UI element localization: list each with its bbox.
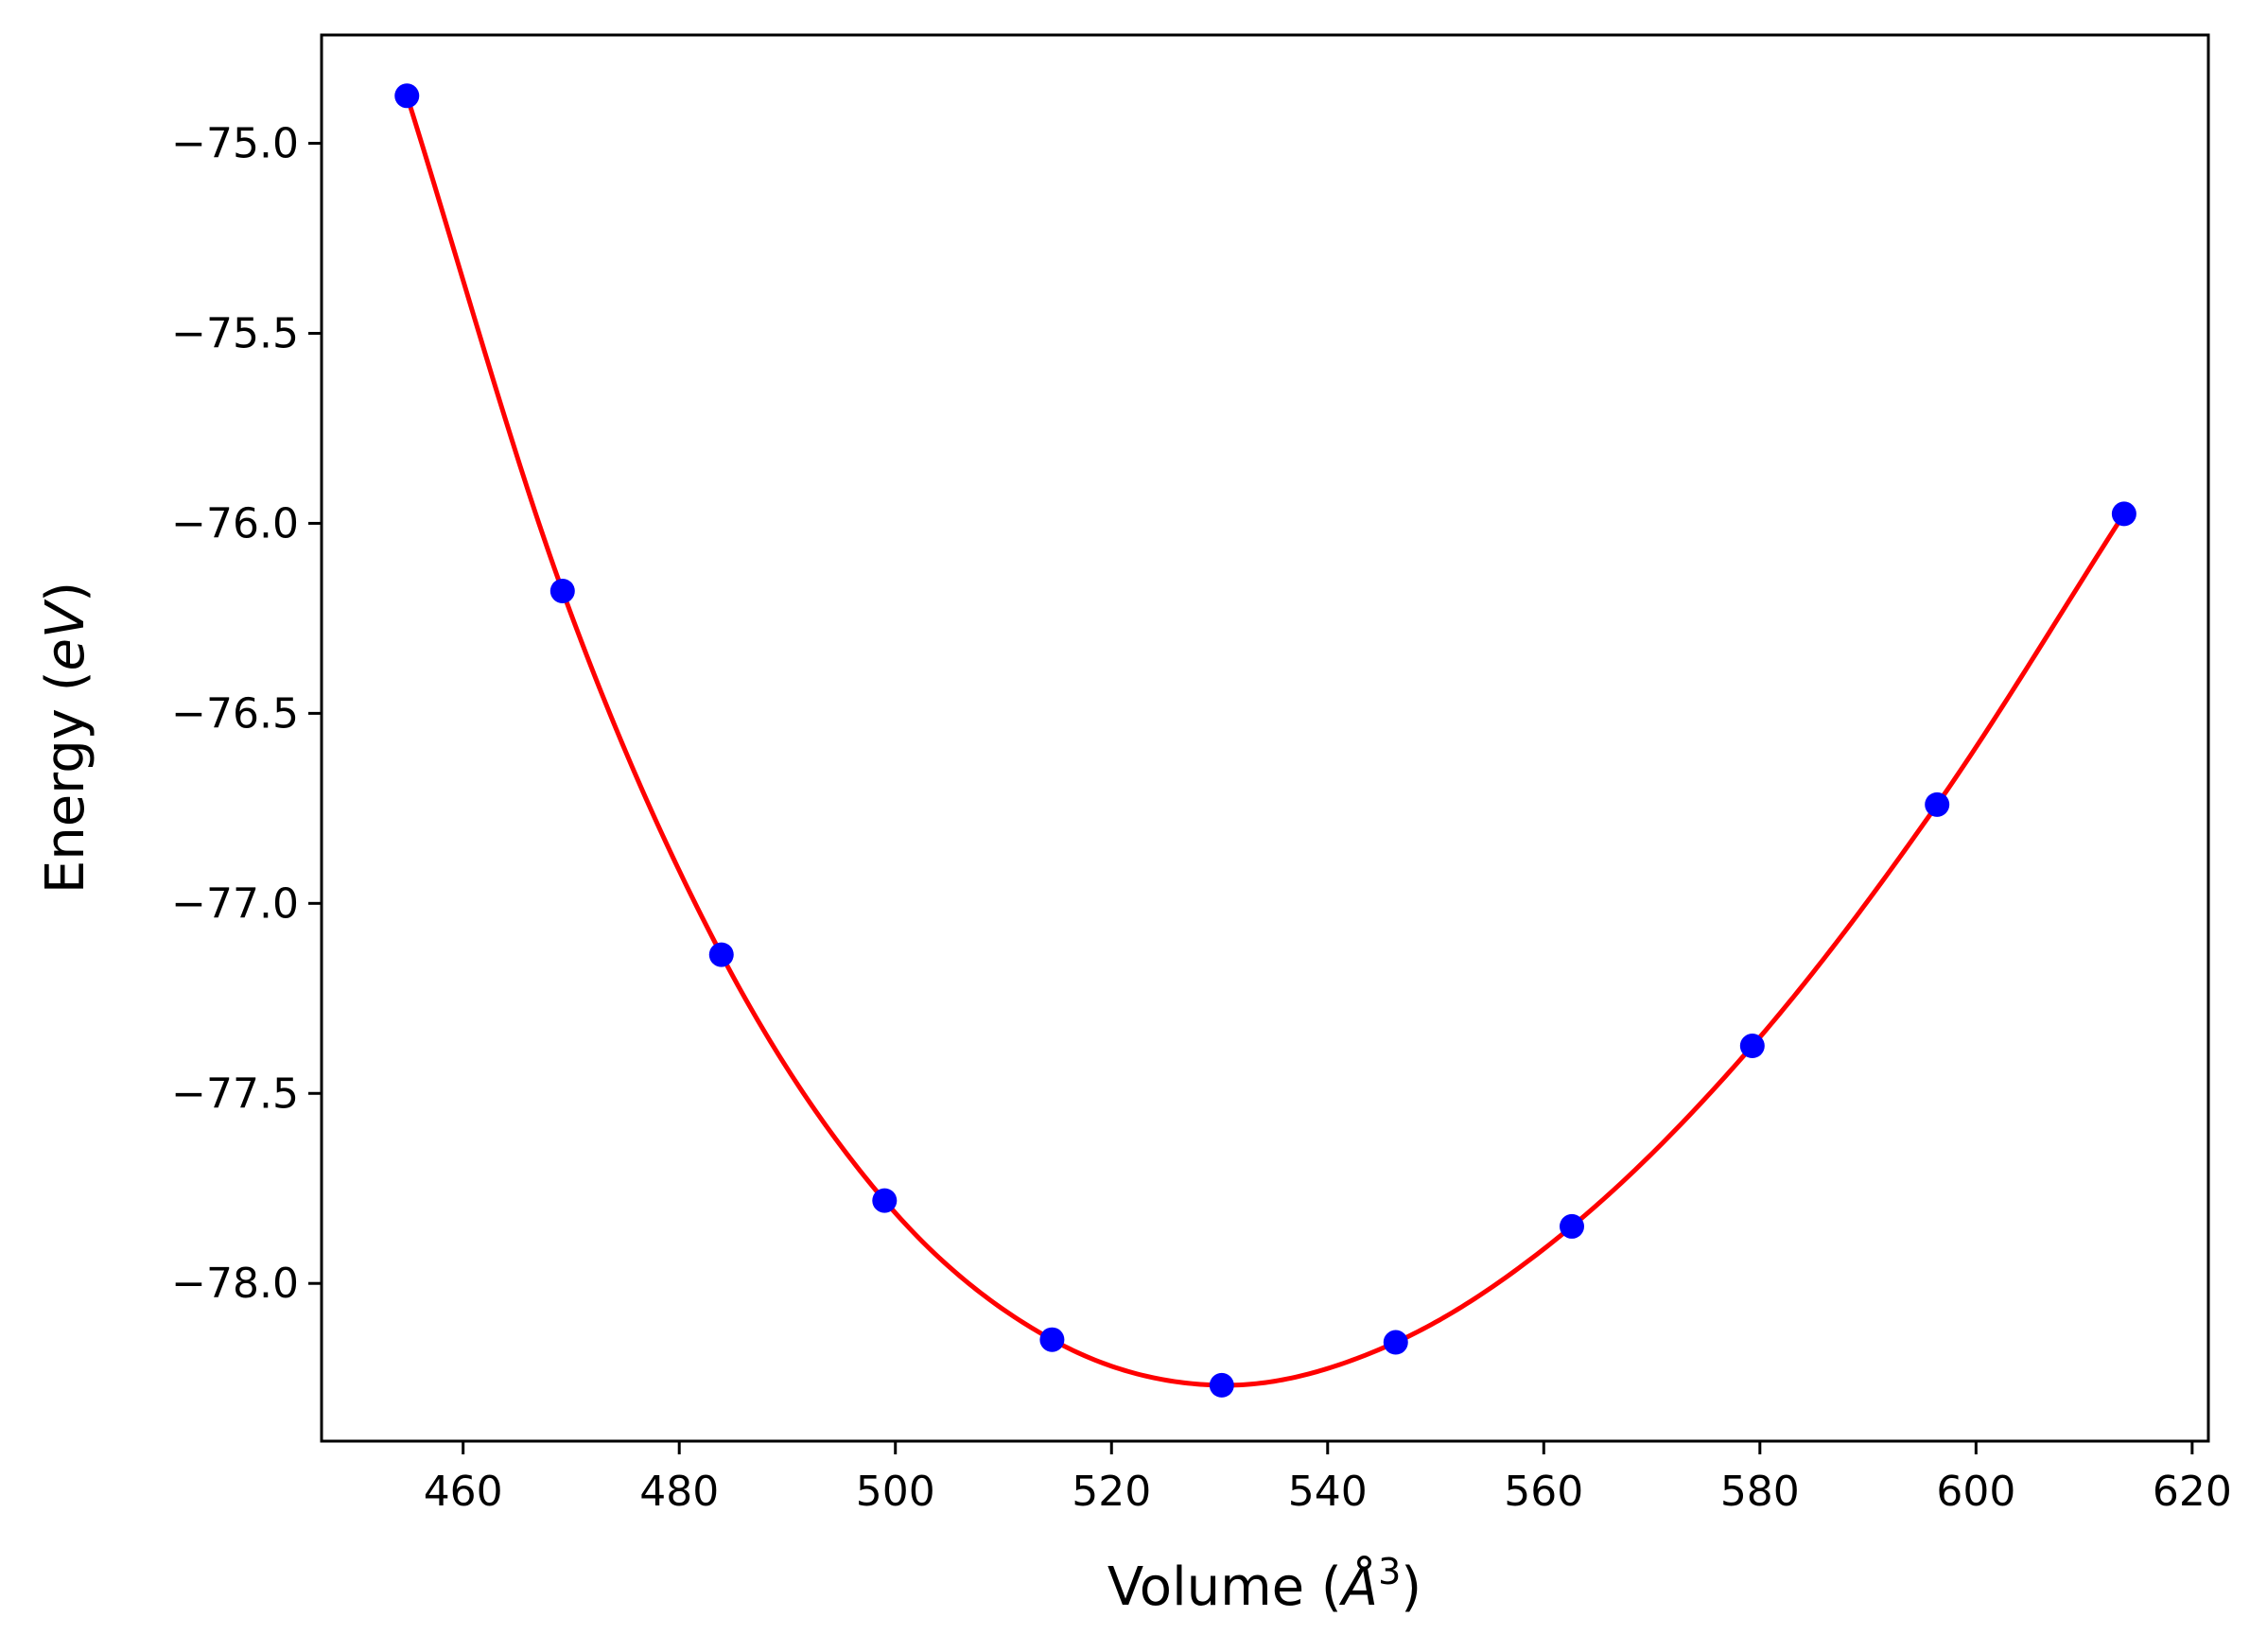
data-point: [1560, 1213, 1585, 1239]
data-point: [549, 578, 575, 603]
data-point: [872, 1188, 898, 1213]
data-point: [1039, 1327, 1065, 1352]
data-point: [1739, 1034, 1765, 1059]
x-tick-label: 560: [1504, 1468, 1583, 1516]
plot-area: [394, 83, 2136, 1398]
y-tick-label: −76.0: [171, 499, 299, 548]
y-axis-label: Energy (eV): [35, 582, 96, 894]
y-tick-label: −77.5: [171, 1069, 299, 1118]
x-axis: 460 480 500 520 540 560 580 600 620: [424, 1441, 2232, 1516]
x-tick-label: 480: [639, 1468, 719, 1516]
x-tick-label: 540: [1288, 1468, 1368, 1516]
data-point: [1209, 1372, 1234, 1398]
x-axis-label: Volume (Å3): [1107, 1551, 1421, 1618]
x-tick-label: 500: [856, 1468, 935, 1516]
x-tick-label: 520: [1072, 1468, 1151, 1516]
y-tick-label: −77.0: [171, 879, 299, 928]
x-tick-label: 620: [2153, 1468, 2232, 1516]
data-point: [1925, 791, 1950, 817]
plot-frame: [320, 33, 2210, 1443]
data-point: [708, 942, 734, 967]
x-tick-label: 460: [424, 1468, 503, 1516]
data-point: [2111, 501, 2136, 527]
y-tick-label: −76.5: [171, 689, 299, 738]
y-axis: −75.0 −75.5 −76.0 −76.5 −77.0 −77.5 −78.0: [171, 120, 322, 1308]
data-point: [1383, 1330, 1408, 1355]
data-point: [394, 83, 420, 109]
x-tick-label: 600: [1936, 1468, 2015, 1516]
x-tick-label: 580: [1720, 1468, 1800, 1516]
y-tick-label: −78.0: [171, 1260, 299, 1308]
y-tick-label: −75.0: [171, 120, 299, 168]
y-tick-label: −75.5: [171, 309, 299, 357]
